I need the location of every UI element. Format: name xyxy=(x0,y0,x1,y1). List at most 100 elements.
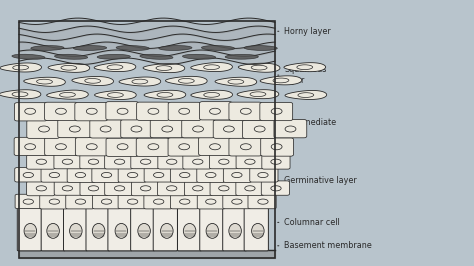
FancyBboxPatch shape xyxy=(157,181,186,196)
PathPatch shape xyxy=(144,90,186,99)
PathPatch shape xyxy=(260,76,302,85)
FancyBboxPatch shape xyxy=(14,137,47,156)
FancyBboxPatch shape xyxy=(183,155,211,169)
Ellipse shape xyxy=(161,223,173,238)
Ellipse shape xyxy=(182,54,216,59)
FancyBboxPatch shape xyxy=(121,119,154,138)
PathPatch shape xyxy=(24,77,65,86)
FancyBboxPatch shape xyxy=(15,168,43,182)
FancyBboxPatch shape xyxy=(153,208,177,251)
PathPatch shape xyxy=(215,77,257,86)
FancyBboxPatch shape xyxy=(170,168,199,182)
FancyBboxPatch shape xyxy=(41,208,65,251)
FancyBboxPatch shape xyxy=(67,168,95,182)
PathPatch shape xyxy=(46,90,88,99)
Ellipse shape xyxy=(225,54,258,59)
Ellipse shape xyxy=(31,45,64,51)
FancyBboxPatch shape xyxy=(118,168,146,182)
FancyBboxPatch shape xyxy=(131,181,160,196)
Ellipse shape xyxy=(206,223,219,238)
Text: Horny layer: Horny layer xyxy=(278,27,331,36)
FancyBboxPatch shape xyxy=(64,208,88,251)
PathPatch shape xyxy=(191,90,233,99)
Ellipse shape xyxy=(115,223,128,238)
FancyBboxPatch shape xyxy=(41,168,69,182)
FancyBboxPatch shape xyxy=(210,181,238,196)
FancyBboxPatch shape xyxy=(144,194,172,209)
FancyBboxPatch shape xyxy=(248,194,276,209)
Ellipse shape xyxy=(24,223,36,238)
FancyBboxPatch shape xyxy=(27,181,55,196)
Ellipse shape xyxy=(73,45,107,51)
FancyBboxPatch shape xyxy=(244,208,268,251)
FancyBboxPatch shape xyxy=(144,168,173,182)
FancyBboxPatch shape xyxy=(243,120,275,138)
Ellipse shape xyxy=(183,223,196,238)
Text: Intermediate
layer: Intermediate layer xyxy=(278,118,337,137)
FancyBboxPatch shape xyxy=(27,155,55,169)
PathPatch shape xyxy=(191,63,232,72)
FancyBboxPatch shape xyxy=(27,120,60,138)
PathPatch shape xyxy=(0,90,41,99)
FancyBboxPatch shape xyxy=(80,181,108,196)
FancyBboxPatch shape xyxy=(150,119,183,138)
FancyBboxPatch shape xyxy=(262,155,290,169)
FancyBboxPatch shape xyxy=(86,208,110,251)
FancyBboxPatch shape xyxy=(45,137,77,156)
PathPatch shape xyxy=(237,90,279,99)
FancyBboxPatch shape xyxy=(75,138,108,156)
Ellipse shape xyxy=(244,45,277,51)
FancyBboxPatch shape xyxy=(200,208,224,251)
FancyBboxPatch shape xyxy=(45,102,77,120)
FancyBboxPatch shape xyxy=(210,155,237,169)
PathPatch shape xyxy=(119,77,161,86)
FancyBboxPatch shape xyxy=(182,119,215,138)
FancyBboxPatch shape xyxy=(131,154,159,169)
FancyBboxPatch shape xyxy=(213,120,246,138)
FancyBboxPatch shape xyxy=(170,194,199,209)
FancyBboxPatch shape xyxy=(90,120,123,138)
Ellipse shape xyxy=(159,45,192,51)
FancyBboxPatch shape xyxy=(108,208,132,251)
FancyBboxPatch shape xyxy=(80,154,108,169)
FancyBboxPatch shape xyxy=(105,155,133,169)
PathPatch shape xyxy=(48,63,90,72)
FancyBboxPatch shape xyxy=(105,181,133,196)
FancyBboxPatch shape xyxy=(92,168,120,182)
Text: Squamous
layer: Squamous layer xyxy=(278,65,327,85)
FancyBboxPatch shape xyxy=(177,208,202,251)
Text: Germinative layer: Germinative layer xyxy=(278,176,357,185)
Ellipse shape xyxy=(97,54,130,59)
Text: Basement membrane: Basement membrane xyxy=(278,241,372,250)
FancyBboxPatch shape xyxy=(200,102,232,120)
FancyBboxPatch shape xyxy=(106,102,139,120)
FancyBboxPatch shape xyxy=(250,168,278,182)
Ellipse shape xyxy=(55,54,88,59)
FancyBboxPatch shape xyxy=(92,194,121,209)
Text: Columnar cell: Columnar cell xyxy=(278,218,340,227)
FancyBboxPatch shape xyxy=(168,138,201,156)
FancyBboxPatch shape xyxy=(261,138,293,156)
Ellipse shape xyxy=(252,223,264,238)
PathPatch shape xyxy=(72,77,113,85)
FancyBboxPatch shape xyxy=(223,168,252,182)
FancyBboxPatch shape xyxy=(197,168,225,182)
FancyBboxPatch shape xyxy=(15,194,43,209)
Ellipse shape xyxy=(116,45,149,51)
Ellipse shape xyxy=(12,54,45,59)
FancyBboxPatch shape xyxy=(274,119,307,138)
FancyBboxPatch shape xyxy=(229,138,262,156)
PathPatch shape xyxy=(238,63,280,72)
FancyBboxPatch shape xyxy=(168,102,201,120)
Ellipse shape xyxy=(229,223,241,238)
FancyBboxPatch shape xyxy=(261,181,290,195)
FancyBboxPatch shape xyxy=(54,181,82,195)
FancyBboxPatch shape xyxy=(118,194,146,209)
FancyBboxPatch shape xyxy=(236,181,264,196)
FancyBboxPatch shape xyxy=(58,119,91,138)
FancyBboxPatch shape xyxy=(106,138,139,156)
PathPatch shape xyxy=(94,90,136,99)
PathPatch shape xyxy=(143,64,185,73)
PathPatch shape xyxy=(94,63,136,72)
FancyBboxPatch shape xyxy=(184,181,213,196)
